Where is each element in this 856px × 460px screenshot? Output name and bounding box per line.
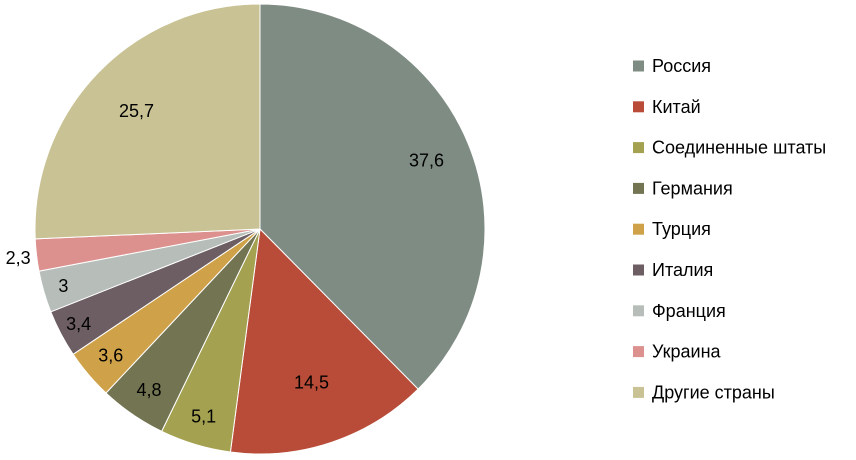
chart-legend: Россия Китай Соединенные штаты Германия Турц… [633,56,826,402]
legend-swatch-9 [633,386,644,398]
data-label-7: 3 [58,276,68,296]
legend-label-3: Соединенные штаты [652,138,826,158]
pie-slice-2 [229,228,419,455]
data-label-3: 5,1 [191,407,216,427]
pie-slices [34,3,486,455]
legend-swatch-4 [633,182,644,194]
legend-label-1: Россия [652,56,711,76]
data-label-1: 37,6 [409,151,444,171]
legend-label-6: Италия [652,260,713,280]
legend-label-4: Германия [652,178,733,198]
pie-slice-1 [259,3,486,390]
legend-label-7: Франция [652,301,726,321]
legend-swatch-8 [633,346,644,358]
legend-label-2: Китай [652,97,701,117]
legend-swatch-5 [633,223,644,235]
data-label-2: 14,5 [294,373,329,393]
legend-swatch-3 [633,142,644,154]
data-label-8: 2,3 [6,248,31,268]
data-label-6: 3,4 [66,314,91,334]
legend-swatch-6 [633,264,644,276]
data-label-4: 4,8 [136,380,161,400]
legend-swatch-1 [633,60,644,72]
pie-slice-9 [34,3,261,240]
legend-label-5: Турция [652,219,711,239]
data-label-5: 3,6 [98,346,123,366]
legend-swatch-2 [633,101,644,113]
data-label-9: 25,7 [119,101,154,121]
legend-swatch-7 [633,305,644,317]
legend-label-8: Украина [652,342,722,362]
legend-label-9: Другие страны [652,382,775,402]
pie-data-labels: 37,6 14,5 5,1 4,8 3,6 3,4 3 2,3 25,7 [6,101,444,427]
